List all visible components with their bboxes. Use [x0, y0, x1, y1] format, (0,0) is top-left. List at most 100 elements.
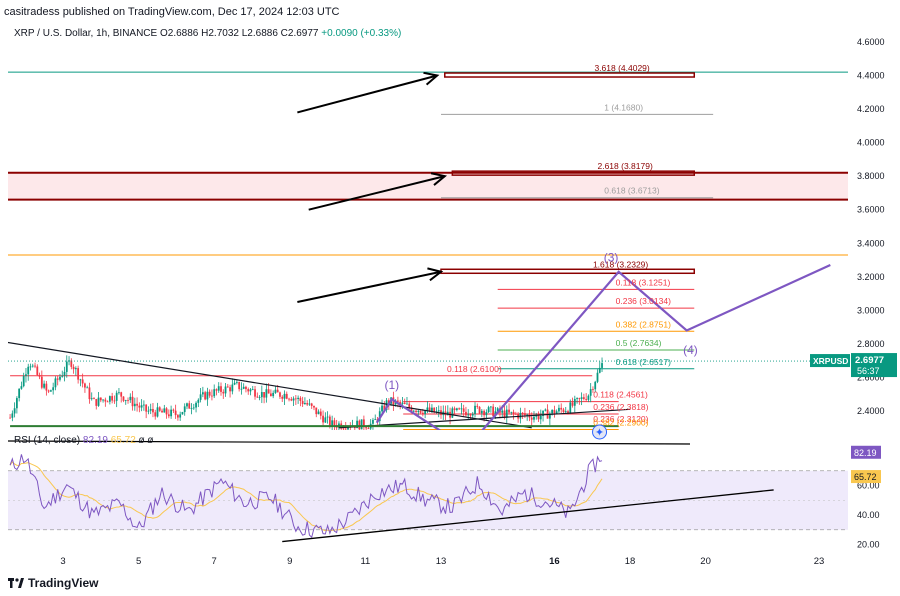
- candle-body-131: [306, 403, 309, 405]
- candle-body-4: [18, 388, 21, 399]
- candle-body-133: [310, 403, 313, 406]
- candle-body-9: [29, 366, 32, 368]
- arrow-head-0: [423, 71, 440, 86]
- candle-body-35: [88, 387, 91, 400]
- candle-body-174: [403, 402, 406, 404]
- candle-body-251: [578, 398, 581, 399]
- candle-body-3: [15, 398, 18, 409]
- fib-level-label-7: 0.382 (2.8751): [616, 319, 671, 329]
- candle-body-80: [190, 408, 193, 409]
- candle-body-107: [251, 389, 254, 391]
- candle-body-239: [551, 409, 554, 414]
- candle-body-102: [240, 388, 243, 390]
- rsi-line: [9, 454, 603, 539]
- candle-body-223: [514, 413, 517, 415]
- fib-level-box-4: [440, 268, 696, 275]
- candle-body-65: [156, 407, 159, 417]
- candle-body-118: [276, 389, 279, 393]
- x-axis-tick-9: 23: [814, 556, 825, 567]
- candle-body-99: [233, 382, 236, 385]
- price-axis-tick-3: 4.0000: [857, 138, 885, 148]
- ohlc-high: H2.7032: [201, 28, 239, 39]
- candle-body-189: [437, 410, 440, 412]
- candle-body-11: [34, 365, 36, 367]
- candle-body-36: [90, 398, 93, 400]
- candle-body-250: [576, 398, 578, 399]
- rsi-trendline: [282, 489, 774, 543]
- rsi-label[interactable]: RSI (14, close): [14, 435, 81, 446]
- fib-level-label-9: 0.618 (2.6517): [616, 357, 671, 367]
- price-tag-value: 2.6977: [855, 355, 884, 366]
- candle-body-67: [161, 410, 163, 413]
- arrow-shaft-0: [297, 74, 438, 114]
- ohlc-low: L2.6886: [241, 28, 278, 39]
- ticker-tag-label: XRPUSD: [813, 356, 848, 366]
- ohlc-open: O2.6886: [159, 28, 199, 39]
- fib-level-box-0: [444, 72, 696, 78]
- candle-body-60: [145, 404, 148, 412]
- candle-body-54: [131, 396, 134, 407]
- candle-body-202: [467, 414, 470, 416]
- symbol-name[interactable]: XRP / U.S. Dollar, 1h, BINANCE: [14, 28, 158, 39]
- candle-body-213: [492, 406, 495, 417]
- candle-body-93: [220, 386, 222, 392]
- candle-body-139: [324, 417, 327, 423]
- candle-body-21: [56, 378, 59, 380]
- rsi-ma-value: 65.72: [110, 435, 136, 446]
- candle-body-83: [197, 399, 200, 403]
- candle-body-106: [249, 389, 252, 392]
- candle-body-233: [537, 414, 540, 420]
- fib-level-label-0: 3.618 (4.4029): [594, 63, 649, 73]
- candle-body-69: [165, 408, 168, 415]
- candle-body-29: [74, 368, 77, 370]
- candle-body-123: [288, 398, 290, 400]
- candle-body-76: [181, 412, 184, 415]
- candle-body-98: [231, 384, 234, 392]
- candle-body-27: [70, 360, 73, 367]
- rsi-pane: [8, 454, 848, 543]
- candle-body-94: [222, 391, 225, 394]
- candle-body-12: [36, 366, 39, 375]
- candle-body-154: [358, 420, 361, 430]
- arrow-shaft-2: [297, 270, 442, 303]
- rsi-ma-tag-box: [851, 470, 881, 484]
- wave-label-1: (3): [604, 251, 619, 265]
- candle-body-173: [401, 402, 404, 404]
- candle-body-103: [242, 386, 245, 389]
- candle-body-215: [496, 408, 499, 412]
- candle-body-179: [415, 410, 417, 413]
- rsi-axis-tick-2: 20.00: [857, 540, 880, 550]
- fib-level-label-5: 0.118 (3.1251): [616, 277, 671, 287]
- candle-body-39: [97, 397, 100, 406]
- candle-body-258: [594, 381, 597, 390]
- candle-body-129: [301, 400, 304, 405]
- candle-body-178: [412, 410, 415, 412]
- candle-body-137: [319, 411, 322, 416]
- candle-body-253: [582, 397, 585, 399]
- candle-body-45: [111, 396, 114, 401]
- candle-body-24: [63, 371, 66, 376]
- candle-body-235: [542, 410, 544, 416]
- price-axis-tick-1: 4.4000: [857, 71, 885, 81]
- candle-body-156: [362, 419, 365, 428]
- candle-body-127: [297, 397, 300, 399]
- candle-body-182: [421, 412, 424, 415]
- candle-body-124: [290, 399, 293, 401]
- candle-body-204: [471, 414, 474, 416]
- candle-body-22: [59, 376, 61, 380]
- candle-body-220: [508, 409, 510, 413]
- candle-body-40: [99, 397, 102, 401]
- candle-body-198: [458, 408, 461, 410]
- candle-body-62: [149, 408, 152, 411]
- candle-body-140: [326, 416, 329, 418]
- x-axis-tick-6: 16: [549, 556, 560, 567]
- candle-body-31: [79, 379, 82, 381]
- x-axis-tick-5: 13: [436, 556, 447, 567]
- candle-body-74: [177, 415, 179, 418]
- candle-body-117: [274, 389, 277, 393]
- arrow-shaft-1: [308, 175, 446, 211]
- candle-body-136: [317, 411, 320, 415]
- candle-body-185: [428, 407, 431, 412]
- candle-body-51: [124, 400, 127, 401]
